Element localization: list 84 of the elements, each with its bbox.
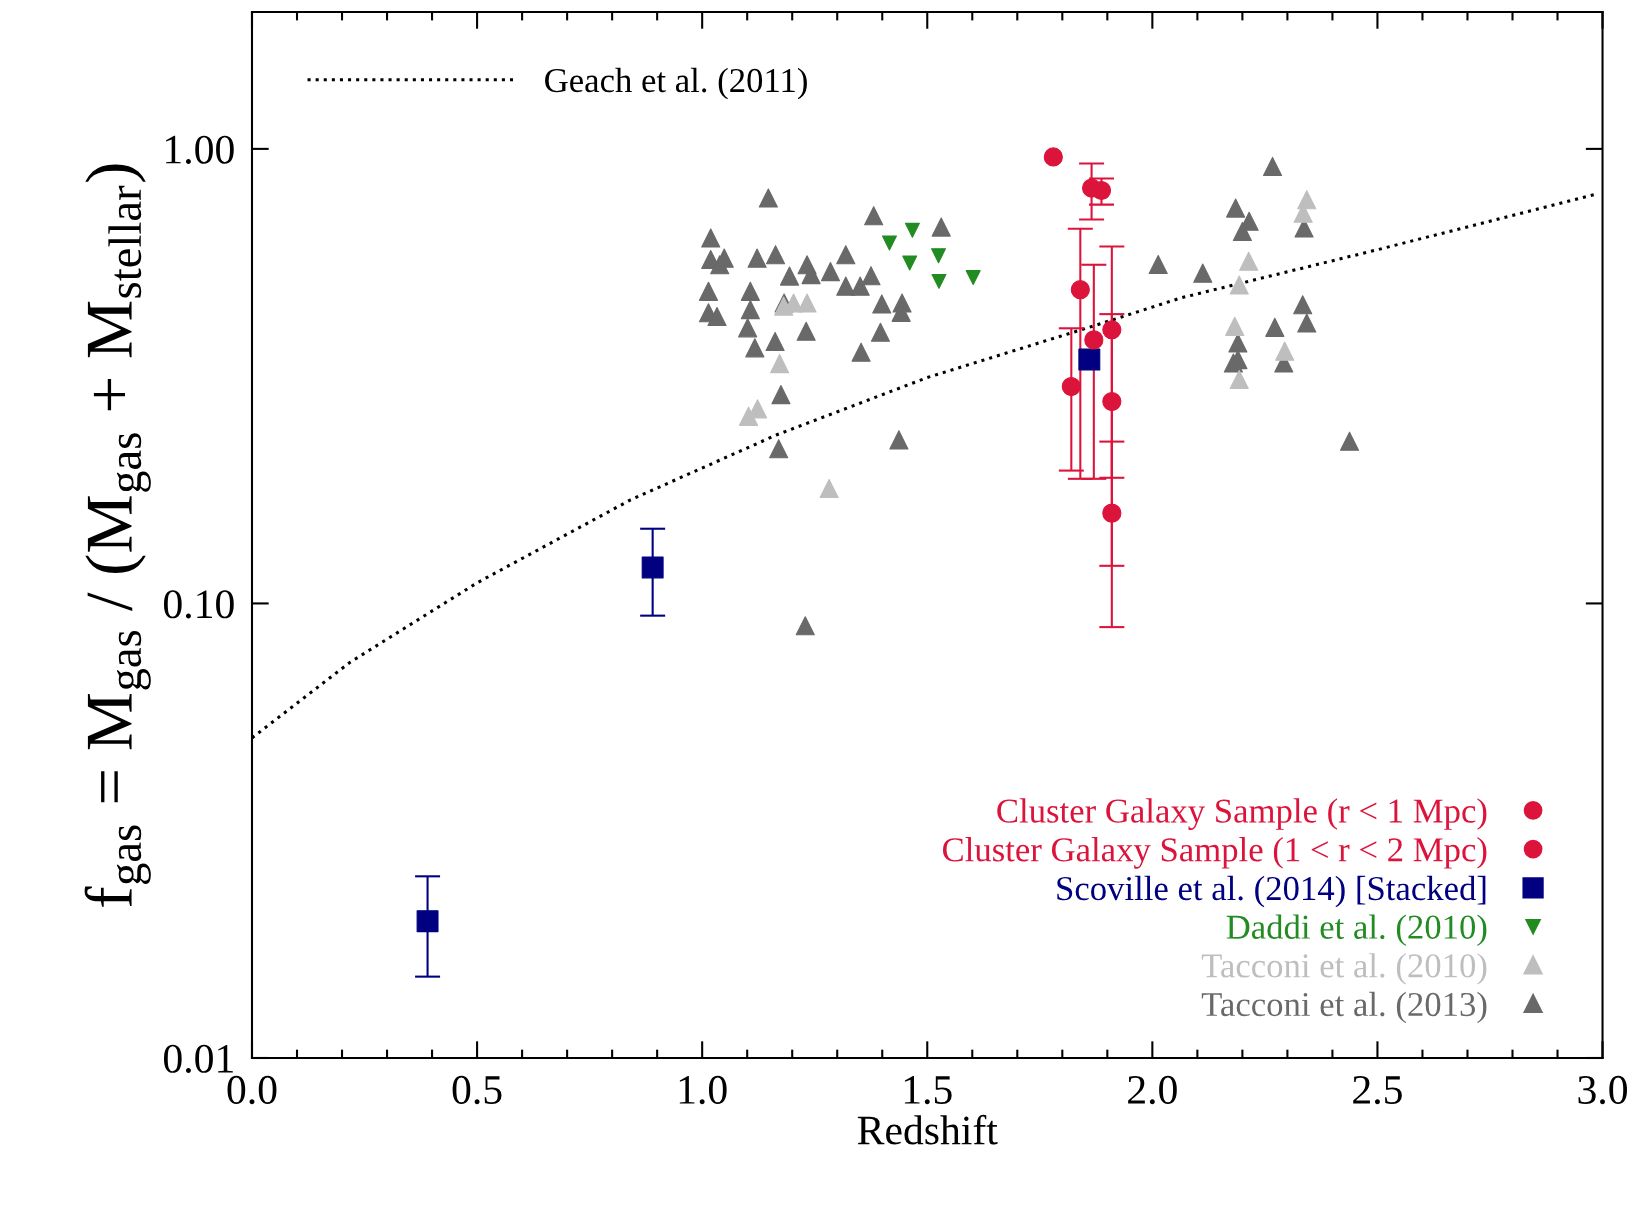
point	[779, 266, 800, 286]
point	[1084, 330, 1104, 350]
x-tick-label: 0.5	[452, 1075, 502, 1105]
point	[931, 248, 947, 264]
point	[1265, 317, 1285, 337]
point	[1228, 333, 1248, 353]
point	[861, 266, 881, 286]
point	[416, 910, 439, 933]
x-tick-label: 2.0	[1128, 1075, 1177, 1105]
point	[820, 262, 841, 282]
legend-label: Tacconi et al. (2013)	[1201, 991, 1487, 1024]
point	[765, 331, 785, 352]
y-tick-label: 0.10	[164, 590, 234, 619]
point	[889, 430, 909, 450]
point	[698, 281, 719, 301]
point	[1078, 348, 1101, 371]
y-tick-label: 0.01	[164, 1044, 233, 1074]
point	[1225, 316, 1245, 336]
legend-label: Cluster Galaxy Sample (r < 1 Mpc)	[997, 798, 1487, 830]
point	[797, 293, 817, 313]
legend-label: Daddi et al. (2010)	[1226, 914, 1487, 946]
point	[931, 217, 951, 237]
text: Geach et al. (2011)	[545, 67, 807, 100]
x-axis-title: Redshift	[857, 1114, 998, 1145]
point	[965, 270, 981, 286]
point	[881, 235, 897, 251]
point	[1339, 431, 1360, 451]
point	[1226, 198, 1246, 218]
text: f$_{gas}$ = M$_{gas}$ / (M$_{gas}$ + M$_{stellar}$)	[84, 164, 151, 907]
point	[1223, 353, 1243, 373]
point	[851, 342, 871, 362]
point	[747, 248, 767, 268]
point	[745, 338, 765, 358]
point	[1061, 376, 1081, 397]
point	[1232, 221, 1252, 242]
point	[1091, 180, 1112, 201]
point	[1193, 263, 1213, 283]
point	[1239, 251, 1259, 271]
point	[740, 300, 760, 320]
x-tick-label: 1.0	[679, 1075, 727, 1105]
x-tick-label: 0.0	[227, 1075, 277, 1105]
legend-label: Cluster Galaxy Sample (1 < r < 2 Mpc)	[942, 837, 1487, 869]
point	[1293, 295, 1313, 315]
point	[850, 276, 870, 296]
legend-label: Tacconi et al. (2010)	[1201, 953, 1487, 985]
point	[707, 306, 727, 326]
point	[738, 406, 759, 426]
point	[1102, 320, 1122, 340]
point	[771, 385, 791, 405]
point	[836, 245, 856, 265]
point	[796, 321, 816, 341]
point	[758, 188, 778, 208]
point	[795, 616, 815, 636]
point	[864, 206, 884, 226]
point	[769, 439, 789, 459]
point	[740, 281, 760, 301]
x-tick-label: 3.0	[1578, 1075, 1627, 1105]
point	[1043, 147, 1063, 167]
point	[770, 354, 790, 374]
point	[738, 318, 758, 338]
legend-label: Scoville et al. (2014) [Stacked]	[1057, 875, 1486, 908]
point	[904, 222, 920, 238]
point	[710, 255, 730, 275]
point	[765, 245, 786, 265]
y-tick-label: 1.00	[166, 135, 234, 164]
point	[902, 255, 918, 271]
x-tick-label: 2.5	[1353, 1075, 1402, 1105]
x-tick-label: 1.5	[904, 1076, 952, 1105]
point	[819, 478, 839, 499]
point	[836, 276, 856, 296]
point	[701, 228, 721, 248]
point	[870, 322, 891, 342]
point	[1070, 280, 1090, 300]
point	[1275, 341, 1295, 361]
point	[1229, 369, 1249, 390]
point	[1148, 254, 1168, 274]
point	[1102, 503, 1122, 523]
point	[1229, 275, 1249, 295]
point	[641, 556, 664, 579]
point	[1262, 156, 1283, 177]
point	[1297, 313, 1317, 333]
point	[872, 294, 892, 314]
point	[1102, 392, 1122, 412]
point	[931, 273, 947, 289]
